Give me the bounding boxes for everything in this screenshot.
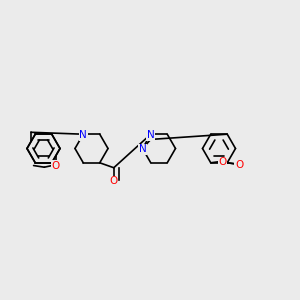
- Text: O: O: [110, 176, 118, 186]
- Text: N: N: [80, 130, 87, 140]
- Text: N: N: [139, 145, 146, 154]
- Text: O: O: [52, 161, 60, 171]
- Text: O: O: [235, 160, 243, 170]
- Text: N: N: [147, 130, 154, 140]
- Text: O: O: [218, 157, 226, 167]
